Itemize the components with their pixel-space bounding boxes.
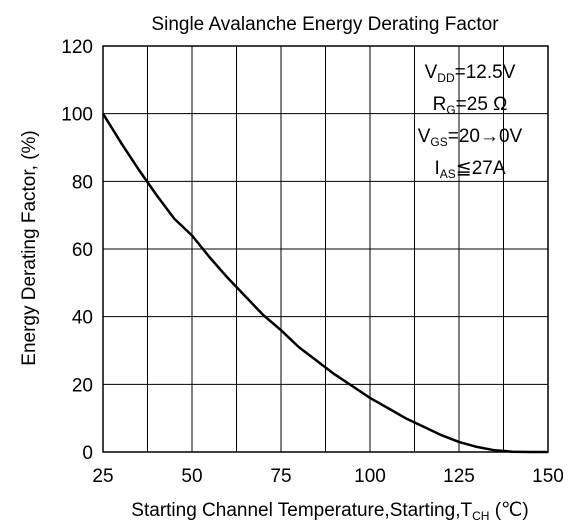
condition-symbol: V [418,126,431,147]
condition-line: VDD=12.5V [425,62,516,85]
x-axis-label-sub: CH [472,509,489,523]
condition-symbol: V [425,62,438,83]
condition-subscript: DD [437,71,455,85]
x-tick-label: 75 [270,466,291,487]
series-line [101,113,548,454]
y-tick-label: 0 [82,443,93,464]
condition-value: =12.5V [455,62,516,83]
condition-symbol: I [434,158,439,179]
y-tick-label: 40 [72,308,93,329]
condition-value: =25 Ω [456,94,508,115]
x-tick-label: 150 [532,466,564,487]
x-tick-label: 100 [354,466,386,487]
x-tick-label: 25 [92,466,113,487]
y-tick-label: 80 [72,172,93,193]
condition-subscript: AS [440,167,456,181]
chart-title: Single Avalanche Energy Derating Factor [151,14,499,35]
condition-line: VGS=20→0V [418,126,523,149]
condition-line: IAS≦27A [434,158,505,181]
condition-line: RG=25 Ω [433,94,508,117]
x-tick-labels: 25 50 75 100 125 150 [92,466,563,487]
x-tick-label: 125 [443,466,475,487]
y-tick-label: 20 [72,375,93,396]
condition-value: =20→0V [448,126,523,147]
x-axis-label: Starting Channel Temperature,Starting,TC… [131,500,528,523]
plot-frame [102,45,549,453]
y-tick-label: 100 [61,105,93,126]
x-axis-label-unit: (℃) [489,500,528,521]
y-axis-label: Energy Derating Factor, (%) [19,130,40,365]
y-tick-label: 60 [72,240,93,261]
condition-value: ≦27A [456,158,506,179]
condition-subscript: GS [430,135,447,149]
x-axis-label-main: Starting Channel Temperature,Starting,T [131,500,472,521]
condition-symbol: R [433,94,447,115]
x-tick-label: 50 [181,466,202,487]
y-tick-labels: 0 20 40 60 80 100 120 [61,37,93,464]
condition-subscript: G [446,103,455,117]
y-tick-label: 120 [61,37,93,58]
series-layer [101,113,548,454]
